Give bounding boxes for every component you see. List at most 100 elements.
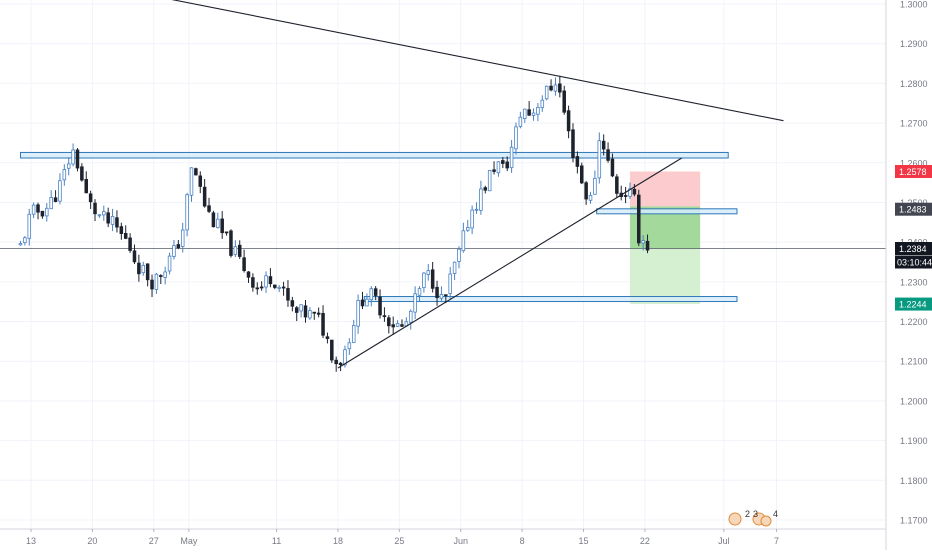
candle — [461, 222, 466, 253]
candle — [395, 320, 400, 327]
candle-body — [58, 180, 62, 202]
candle-body — [465, 227, 470, 231]
candle-body — [255, 287, 260, 290]
candle-body — [536, 106, 540, 115]
candle-body — [163, 271, 167, 278]
candle-body — [150, 279, 154, 290]
candle-body — [360, 299, 365, 307]
candle — [75, 148, 80, 172]
candle — [637, 189, 641, 247]
candle — [382, 307, 387, 322]
candle-body — [119, 226, 124, 234]
candle — [110, 208, 115, 232]
candle-body — [474, 208, 479, 211]
candle-body — [194, 168, 198, 176]
candle — [387, 315, 391, 334]
plot-background — [0, 0, 886, 529]
candle — [610, 153, 615, 178]
price-tick-label: 1.3000 — [900, 0, 928, 10]
entry-zone[interactable] — [596, 208, 738, 215]
candle-body — [110, 216, 115, 225]
candle — [216, 212, 220, 229]
candle-body — [325, 336, 330, 339]
candle — [163, 266, 167, 285]
candle — [176, 239, 181, 250]
target-profit-zone[interactable] — [629, 248, 701, 305]
candle — [93, 199, 97, 222]
candle — [356, 294, 360, 334]
candle-body — [251, 277, 255, 288]
candle-body — [492, 169, 496, 172]
zones[interactable] — [19, 151, 738, 303]
candle-body — [645, 240, 650, 251]
candle-body — [439, 294, 444, 299]
candle-body — [641, 240, 645, 244]
candle-body — [584, 182, 588, 200]
candle-body — [334, 359, 338, 365]
candle-body — [233, 246, 238, 255]
candle — [540, 95, 545, 112]
ascending-trendline[interactable] — [337, 157, 683, 369]
time-tick-label: 11 — [272, 536, 281, 546]
candle-body — [97, 214, 102, 217]
candle-body — [62, 169, 67, 181]
candle-body — [180, 229, 185, 247]
candle — [202, 179, 207, 208]
stop-loss-zone[interactable] — [629, 171, 701, 207]
grid — [0, 0, 886, 529]
candle-body — [356, 300, 360, 327]
candle — [36, 202, 40, 220]
trend-lines[interactable] — [100, 0, 784, 369]
candle — [487, 169, 492, 192]
candle-body — [378, 296, 382, 316]
candle — [430, 261, 435, 293]
candle-body — [242, 257, 246, 271]
time-tick-label: Jun — [453, 536, 468, 546]
flag-icon[interactable] — [760, 515, 772, 527]
candle — [606, 142, 610, 163]
support-zone[interactable] — [363, 296, 738, 303]
candle-body — [45, 207, 49, 217]
candle-body — [452, 261, 457, 274]
candle-body — [562, 90, 566, 113]
candle — [536, 102, 540, 122]
candle — [509, 140, 514, 173]
descending-trendline[interactable] — [100, 0, 784, 122]
price-label: 1.2578 — [899, 167, 927, 177]
candle-body — [286, 288, 290, 301]
candle — [128, 233, 132, 253]
time-tick-label: 22 — [640, 536, 650, 546]
candle-body — [479, 188, 483, 211]
candle — [273, 284, 277, 290]
candle-body — [566, 110, 571, 132]
flag-icon[interactable] — [728, 512, 742, 526]
candle — [553, 77, 558, 96]
time-tick-label: 25 — [394, 536, 404, 546]
candle — [365, 293, 369, 307]
candle — [514, 122, 518, 155]
candle-body — [141, 265, 146, 274]
candle-body — [470, 209, 474, 229]
candle — [316, 307, 321, 318]
resistance-zone[interactable] — [19, 151, 729, 159]
price-tick-label: 1.1700 — [900, 516, 928, 526]
candle — [268, 268, 273, 288]
event-count: 3 — [753, 509, 758, 519]
candle — [615, 174, 619, 198]
candle — [150, 274, 154, 298]
candles — [18, 75, 650, 372]
candle-body — [382, 315, 387, 318]
candle — [597, 132, 602, 184]
candle — [645, 234, 650, 254]
candle-body — [553, 84, 558, 92]
countdown-timer: 03:10:44 — [897, 258, 932, 268]
candle — [53, 190, 58, 203]
candle-body — [448, 273, 452, 294]
price-axis[interactable]: 1.30001.29001.28001.27001.26001.25001.24… — [885, 0, 932, 550]
time-axis[interactable]: 13 20 27 May 11 18 25 Jun 8 15 22 Jul 7 — [0, 528, 886, 546]
candle — [194, 167, 198, 176]
candle — [45, 203, 49, 222]
